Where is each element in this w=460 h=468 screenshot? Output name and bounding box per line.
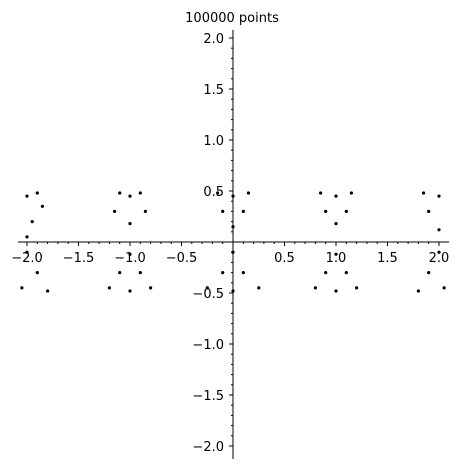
data-point — [128, 252, 132, 256]
y-tick-label: 2.0 — [203, 32, 224, 47]
data-point — [334, 222, 338, 226]
data-point — [324, 271, 328, 275]
data-point — [221, 271, 225, 275]
data-point — [422, 191, 426, 195]
data-point — [324, 209, 328, 213]
data-point — [149, 286, 153, 290]
x-tick-label: 0.5 — [274, 251, 295, 266]
data-point — [355, 286, 359, 290]
data-point — [246, 191, 250, 195]
data-point — [40, 204, 45, 208]
y-tick-label: −1.5 — [192, 389, 224, 404]
x-tick-label: −0.5 — [166, 251, 198, 266]
x-tick-label: 2.0 — [429, 251, 450, 266]
data-point — [35, 191, 39, 195]
data-point — [128, 194, 132, 198]
data-point — [344, 209, 348, 213]
x-ticks: −2.0 −1.5 −1.0 −0.5 0.5 1.0 1.5 2.0 — [11, 242, 449, 266]
data-point — [349, 191, 353, 195]
chart-title: 100000 points — [185, 11, 279, 26]
y-tick-label: 1.0 — [203, 134, 224, 149]
data-point — [334, 289, 338, 293]
data-point — [427, 209, 431, 213]
points-layer — [20, 191, 446, 293]
data-point — [128, 289, 132, 293]
y-tick-label: −0.5 — [192, 287, 224, 302]
data-point — [35, 271, 39, 275]
x-tick-label: 1.5 — [377, 251, 398, 266]
data-point — [25, 194, 29, 198]
data-point — [25, 235, 29, 239]
data-point — [442, 286, 446, 290]
data-point — [138, 191, 142, 195]
data-point — [427, 271, 431, 275]
data-point — [334, 252, 338, 256]
data-point — [437, 194, 441, 198]
data-point — [313, 286, 317, 290]
data-point — [344, 271, 348, 275]
data-point — [118, 191, 122, 195]
data-point — [241, 271, 245, 275]
data-point — [241, 209, 245, 213]
data-point — [30, 220, 34, 224]
x-tick-label: −1.5 — [63, 251, 95, 266]
y-tick-label: −2.0 — [192, 440, 224, 455]
data-point — [118, 271, 122, 275]
data-point — [221, 209, 225, 213]
data-point — [334, 194, 338, 198]
data-point — [25, 250, 29, 254]
x-tick-label: 1.0 — [326, 251, 347, 266]
x-tick-label: −1.0 — [114, 251, 146, 266]
data-point — [205, 286, 209, 290]
data-point — [113, 209, 117, 213]
y-tick-label: 0.5 — [203, 185, 224, 200]
data-point — [107, 286, 111, 290]
data-point — [437, 250, 441, 254]
y-ticks: 2.0 1.5 1.0 0.5 −0.5 −1.0 −1.5 −2.0 — [192, 32, 233, 455]
data-point — [437, 228, 441, 232]
y-tick-label: −1.0 — [192, 338, 224, 353]
data-point — [416, 289, 420, 293]
data-point — [20, 286, 24, 290]
x-tick-label: −2.0 — [11, 251, 43, 266]
data-point — [216, 191, 220, 195]
data-point — [319, 191, 323, 195]
data-point — [128, 222, 132, 226]
y-tick-label: 1.5 — [203, 83, 224, 98]
data-point — [46, 289, 50, 293]
data-point — [257, 286, 261, 290]
data-point — [143, 209, 147, 213]
data-point — [138, 271, 142, 275]
